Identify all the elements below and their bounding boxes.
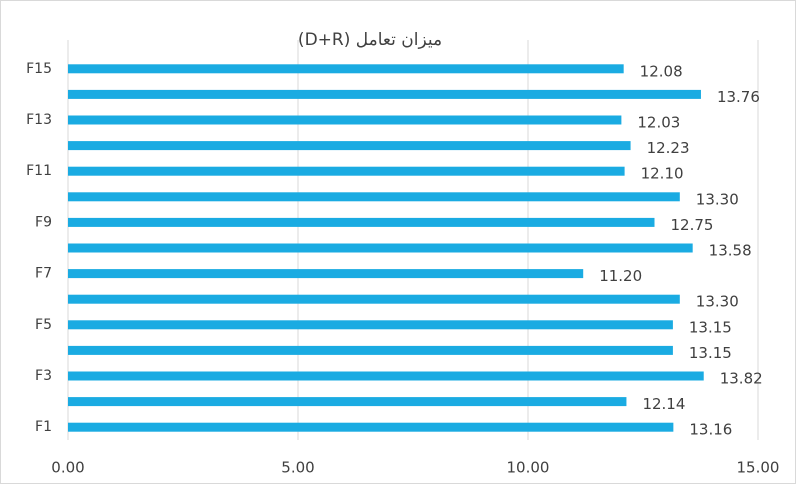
y-tick-label: F1	[35, 419, 52, 435]
value-label: 13.76	[717, 88, 760, 106]
value-label: 12.75	[671, 216, 714, 234]
bar	[68, 345, 673, 355]
value-label: 13.82	[720, 370, 763, 388]
bar	[68, 320, 673, 330]
bar	[68, 294, 680, 304]
y-tick-label: F3	[35, 368, 52, 384]
value-label: 12.10	[641, 165, 684, 183]
bar	[68, 243, 693, 253]
bar	[68, 192, 680, 202]
value-label: 11.20	[599, 267, 642, 285]
value-label: 12.23	[647, 139, 690, 157]
y-tick-label: F11	[26, 163, 52, 179]
value-label: 13.16	[689, 421, 732, 439]
y-tick-label: F15	[26, 61, 52, 77]
y-tick-label: F13	[26, 112, 52, 128]
bar	[68, 89, 701, 99]
y-tick-label: F9	[35, 214, 52, 230]
bar	[68, 422, 674, 432]
value-label: 13.15	[689, 318, 732, 336]
bar	[68, 64, 624, 74]
value-label: 13.58	[709, 242, 752, 260]
y-tick-label: F5	[35, 317, 52, 333]
bar	[68, 269, 584, 279]
bar	[68, 397, 627, 407]
x-tick-label: 15.00	[737, 459, 780, 477]
value-label: 12.14	[642, 395, 685, 413]
bar	[68, 371, 704, 381]
bar	[68, 217, 655, 227]
bar	[68, 141, 631, 151]
x-tick-label: 5.00	[281, 459, 314, 477]
value-label: 13.30	[696, 293, 739, 311]
bar	[68, 115, 622, 125]
value-label: 13.15	[689, 344, 732, 362]
value-label: 12.08	[640, 62, 683, 80]
x-tick-label: 0.00	[51, 459, 84, 477]
value-label: 13.30	[696, 190, 739, 208]
y-tick-label: F7	[35, 266, 52, 282]
x-tick-label: 10.00	[507, 459, 550, 477]
chart-title: میزان تعامل (D+R)	[298, 30, 442, 50]
value-label: 12.03	[637, 114, 680, 132]
bar	[68, 166, 625, 176]
